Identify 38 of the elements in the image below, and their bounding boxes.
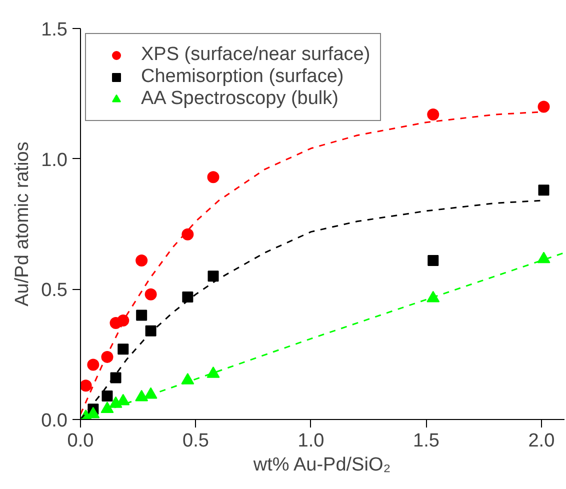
y-tick-label: 1.5 (41, 20, 68, 40)
point (208, 270, 219, 282)
legend-label: AA Spectroscopy (bulk) (141, 88, 338, 110)
point (86, 406, 100, 418)
x-tick-label: 0.0 (67, 430, 94, 452)
legend-label: XPS (surface/near surface) (141, 44, 370, 66)
point (102, 390, 113, 402)
point (136, 254, 148, 266)
point (538, 100, 550, 113)
point (110, 372, 122, 384)
y-tick-label: 0.5 (41, 280, 68, 302)
legend-label: Chemisorption (surface) (141, 66, 344, 88)
point (427, 108, 440, 121)
point (538, 184, 550, 196)
x-axis-title: wt% Au-Pd/SiO₂ (252, 454, 391, 476)
point (87, 358, 100, 371)
point (136, 310, 148, 321)
point (181, 372, 194, 384)
point (426, 290, 440, 302)
y-tick-label: 1.0 (41, 150, 68, 171)
y-tick-label: 0.0 (41, 410, 68, 432)
x-tick-label: 1.0 (298, 430, 324, 452)
point (116, 394, 130, 406)
point (207, 171, 220, 184)
point (206, 366, 220, 378)
x-tick-label: 2.0 (528, 430, 555, 452)
point (117, 314, 130, 326)
point (428, 254, 439, 266)
y-axis-title: Au/Pd atomic ratios (12, 142, 34, 306)
point (145, 325, 156, 336)
point (118, 344, 129, 355)
point (101, 350, 114, 363)
point (182, 291, 194, 302)
point (182, 228, 194, 240)
point (144, 288, 157, 300)
x-tick-label: 0.5 (182, 430, 209, 452)
x-tick-label: 1.5 (413, 430, 440, 452)
point (80, 380, 92, 392)
